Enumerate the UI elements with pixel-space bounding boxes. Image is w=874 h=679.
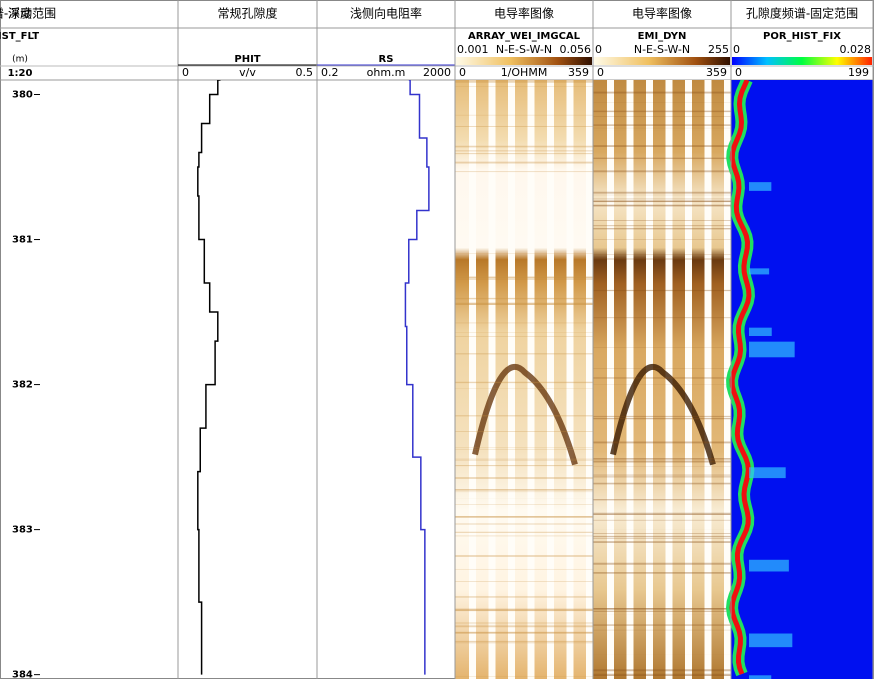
color-bar <box>594 57 730 65</box>
pad-gap <box>547 80 554 679</box>
curve-name: ARRAY_WEI_IMGCAL <box>468 31 581 42</box>
scale-min: 0 <box>735 66 742 79</box>
log-curve <box>404 80 430 675</box>
pad-gap <box>685 80 692 679</box>
pad-gap <box>469 80 476 679</box>
curve-name: PHIT <box>234 54 260 65</box>
color-min: 0.001 <box>457 43 489 56</box>
track-title: 电导率图像 <box>494 6 554 21</box>
scale-max: 199 <box>848 66 869 79</box>
curve-name: POR_HIST_FIX <box>763 31 841 42</box>
spectrum-blob <box>749 467 786 479</box>
spectrum-blob <box>749 633 793 648</box>
scale-max: 2000 <box>423 66 451 79</box>
sinusoid-feature <box>472 364 578 466</box>
spectrum-blob <box>749 182 772 191</box>
track-title: 浅侧向电阻率 <box>350 6 422 21</box>
orientation: N-E-S-W-N <box>634 43 690 56</box>
track-title: 孔隙度频谱-固定范围 <box>746 6 858 21</box>
color-max: 0.056 <box>560 43 592 56</box>
histogram-background <box>731 80 873 679</box>
curve-name: POR_HIST_FLT <box>0 31 39 42</box>
pad-gap <box>704 80 712 679</box>
spectrum-blob <box>749 268 770 275</box>
pad-gap <box>607 80 614 679</box>
scale-unit: ohm.m <box>367 66 406 79</box>
color-min: 0 <box>595 43 602 56</box>
track-title: 电导率图像 <box>632 6 692 21</box>
color-max: 0.028 <box>840 43 872 56</box>
depth-title: 深度 <box>8 6 32 21</box>
spectrum-peak <box>729 80 752 675</box>
depth-scale: 1:20 <box>8 68 33 79</box>
color-min: 0 <box>733 43 740 56</box>
curve-name: EMI_DYN <box>638 31 687 42</box>
spectrum-blob <box>749 559 789 572</box>
scale-max: 359 <box>568 66 589 79</box>
orientation: N-E-S-W-N <box>496 43 552 56</box>
depth-label: 384 <box>12 670 33 679</box>
pad-gap <box>626 80 634 679</box>
scale-max: 359 <box>706 66 727 79</box>
pad-gap <box>586 80 593 679</box>
pad-gap <box>508 80 515 679</box>
scale-max: 0.5 <box>296 66 314 79</box>
color-bar <box>732 57 872 65</box>
sinusoid-feature <box>610 364 716 466</box>
pad-gap <box>488 80 496 679</box>
scale-unit: v/v <box>239 66 256 79</box>
depth-label: 380 <box>12 90 33 101</box>
track-title: 孔隙度频谱-浮动范围 <box>0 6 56 21</box>
scale-min: 0.2 <box>321 66 339 79</box>
track-title: 常规孔隙度 <box>217 6 277 21</box>
depth-label: 381 <box>12 235 33 246</box>
log-curve <box>197 80 221 675</box>
color-max: 255 <box>708 43 729 56</box>
spectrum-blob <box>749 341 795 358</box>
color-bar <box>456 57 592 65</box>
curve-name: RS <box>379 54 394 65</box>
depth-unit: (m) <box>12 55 28 65</box>
scale-min: 0 <box>182 66 189 79</box>
pad-gap <box>646 80 653 679</box>
spectrum-blob <box>749 675 772 679</box>
pad-gap <box>566 80 574 679</box>
spectrum-blob <box>749 327 772 337</box>
depth-label: 382 <box>12 380 33 391</box>
depth-label: 383 <box>12 525 33 536</box>
plot-area <box>197 80 873 679</box>
scale-unit: 1/OHMM <box>501 66 548 79</box>
scale-min: 0 <box>597 66 604 79</box>
scale-min: 0 <box>459 66 466 79</box>
